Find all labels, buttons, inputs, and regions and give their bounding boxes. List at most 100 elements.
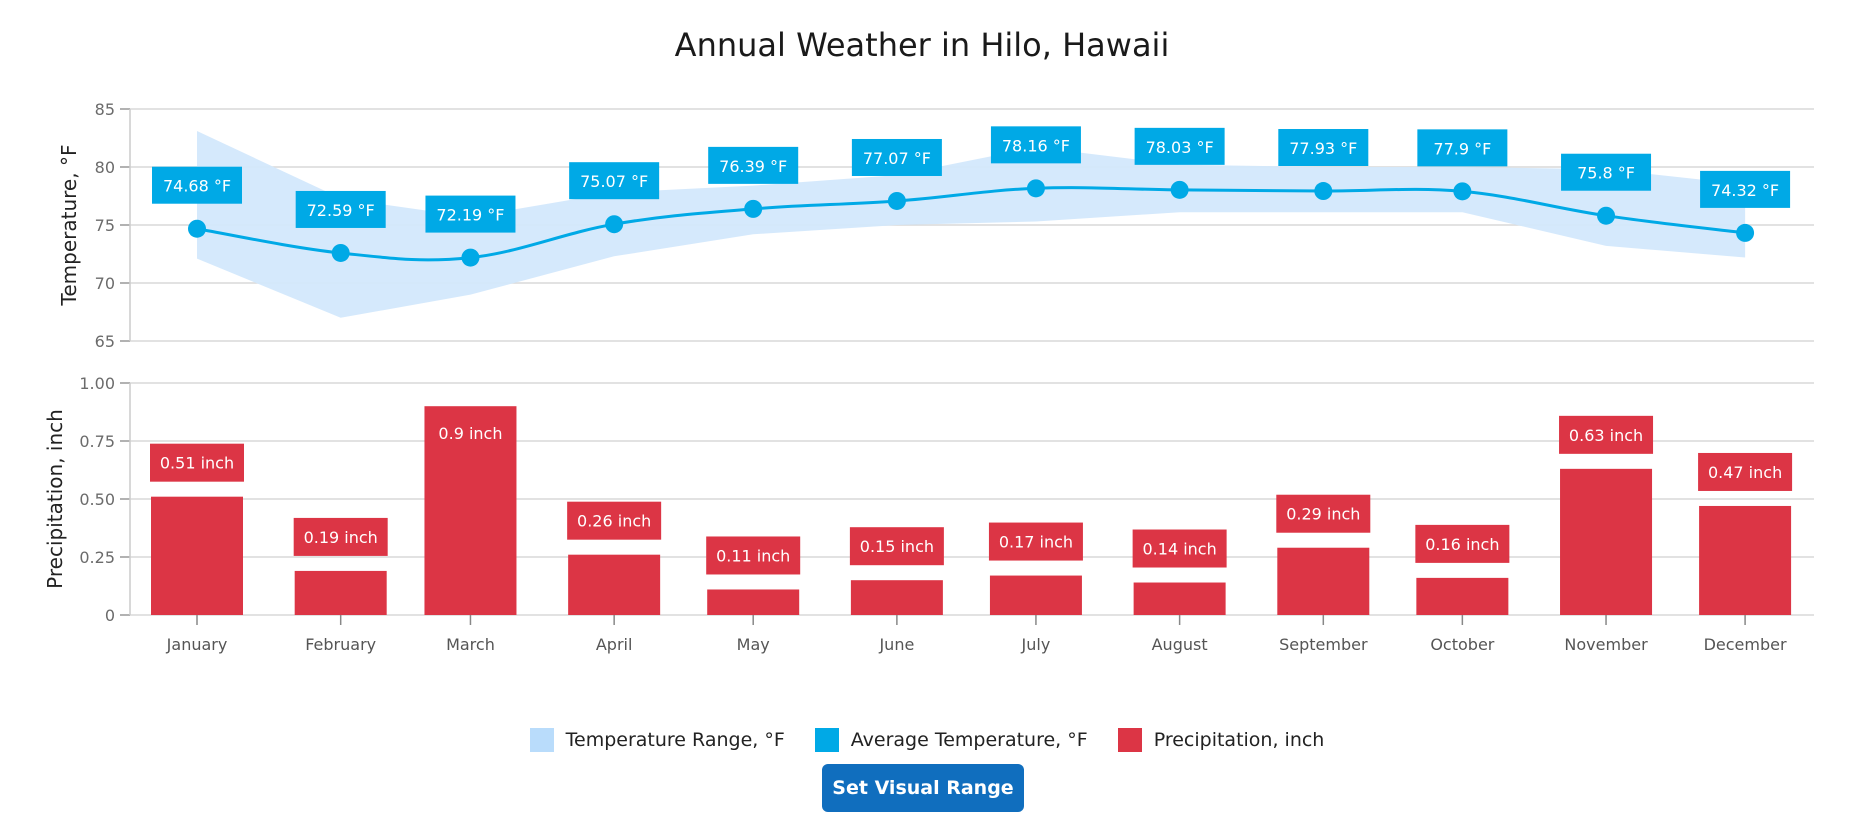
data-label-box xyxy=(1415,524,1510,563)
data-label-text: 0.14 inch xyxy=(1143,540,1217,559)
precipitation-bar xyxy=(1133,582,1226,615)
data-label-text: 0.15 inch xyxy=(860,537,934,556)
x-axis-category-label: November xyxy=(1564,635,1648,654)
data-label-text: 0.16 inch xyxy=(1425,535,1499,554)
set-visual-range-button[interactable]: Set Visual Range xyxy=(822,764,1024,812)
data-label-text: 75.8 °F xyxy=(1577,164,1635,183)
x-axis-category-label: May xyxy=(737,635,770,654)
data-label-box xyxy=(152,166,242,204)
data-label-text: 0.26 inch xyxy=(577,512,651,531)
average-temperature-point xyxy=(744,199,763,218)
average-temperature-point xyxy=(1314,182,1333,201)
precipitation-bar xyxy=(707,589,800,615)
average-temperature-data-label: 74.68 °F xyxy=(152,166,242,204)
precipitation-bar xyxy=(850,580,943,615)
data-label-box xyxy=(1700,170,1791,208)
average-temperature-data-label: 72.59 °F xyxy=(295,190,386,228)
precipitation-data-label: 0.16 inch xyxy=(1415,524,1510,563)
precipitation-data-label: 0.29 inch xyxy=(1276,494,1371,533)
average-temperature-point xyxy=(605,215,624,234)
data-label-text: 0.19 inch xyxy=(304,528,378,547)
precipitation-bar xyxy=(1560,468,1653,615)
precipitation-tick-label: 0.50 xyxy=(79,490,115,509)
legend-label: Temperature Range, °F xyxy=(565,729,785,751)
average-temperature-point xyxy=(331,243,350,262)
precipitation-data-label: 0.11 inch xyxy=(706,536,801,575)
precipitation-bar xyxy=(1416,577,1509,615)
temperature-tick-label: 70 xyxy=(95,274,115,293)
average-temperature-point xyxy=(188,219,206,238)
x-axis-category-label: July xyxy=(1021,635,1051,654)
data-label-box xyxy=(1559,415,1654,454)
x-axis-category-label: September xyxy=(1279,635,1368,654)
average-temperature-point xyxy=(1453,182,1472,201)
x-axis-category-label: December xyxy=(1704,635,1787,654)
average-temperature-point xyxy=(1026,179,1045,198)
data-label-box xyxy=(1276,494,1371,533)
precipitation-bar xyxy=(1277,547,1370,615)
data-label-text: 74.32 °F xyxy=(1711,181,1779,200)
average-temperature-point xyxy=(1597,206,1616,225)
data-label-text: 77.07 °F xyxy=(863,149,931,168)
precipitation-tick-label: 1.00 xyxy=(79,374,115,393)
data-label-box xyxy=(1132,529,1227,568)
precipitation-axis-title: Precipitation, inch xyxy=(43,409,67,589)
precipitation-data-label: 0.51 inch xyxy=(150,443,244,482)
data-label-box xyxy=(1561,153,1652,191)
data-label-text: 0.47 inch xyxy=(1708,463,1782,482)
precipitation-pane: 0 0.25 0.50 0.75 1.00 0.51 inch 0.19 inch 0.9 i… xyxy=(79,374,1814,654)
temperature-tick-label: 65 xyxy=(95,332,115,351)
data-label-text: 0.29 inch xyxy=(1286,505,1360,524)
legend-item-average-temperature[interactable]: Average Temperature, °F xyxy=(814,728,1088,752)
average-temperature-data-label: 77.93 °F xyxy=(1278,129,1369,167)
data-label-box xyxy=(295,190,386,228)
legend: Temperature Range, °F Average Temperatur… xyxy=(0,728,1854,752)
data-label-text: 0.11 inch xyxy=(716,546,790,565)
legend-marker-precipitation xyxy=(1117,728,1142,752)
data-label-box xyxy=(851,138,942,176)
average-temperature-data-label: 78.03 °F xyxy=(1134,127,1225,165)
average-temperature-data-label: 76.39 °F xyxy=(708,146,799,184)
x-axis-category-label: April xyxy=(596,635,633,654)
precipitation-data-label: 0.47 inch xyxy=(1698,452,1793,491)
data-label-box xyxy=(1134,127,1225,165)
x-axis-category-label: January xyxy=(166,635,228,654)
average-temperature-data-label: 75.07 °F xyxy=(569,162,660,200)
average-temperature-line xyxy=(196,186,1746,262)
data-label-box xyxy=(150,443,244,482)
precipitation-bar xyxy=(151,496,243,615)
x-axis-category-label: February xyxy=(305,635,376,654)
data-label-box xyxy=(293,517,388,556)
data-label-text: 0.51 inch xyxy=(160,454,234,473)
temperature-axis-title: Temperature, °F xyxy=(57,145,81,307)
data-label-text: 78.16 °F xyxy=(1002,136,1070,155)
precipitation-data-label: 0.15 inch xyxy=(849,527,944,566)
precipitation-tick-label: 0.25 xyxy=(79,548,115,567)
data-label-box xyxy=(569,162,660,200)
average-temperature-point xyxy=(1736,223,1755,242)
data-label-text: 0.17 inch xyxy=(999,533,1073,552)
x-axis-category-label: August xyxy=(1152,635,1208,654)
average-temperature-data-label: 77.07 °F xyxy=(851,138,942,176)
legend-label: Average Temperature, °F xyxy=(850,729,1088,751)
precipitation-bar xyxy=(568,554,661,615)
average-temperature-data-label: 77.9 °F xyxy=(1417,129,1508,167)
average-temperature-data-label: 78.16 °F xyxy=(990,126,1081,164)
precipitation-data-label: 0.14 inch xyxy=(1132,529,1227,568)
data-label-text: 0.9 inch xyxy=(438,424,502,443)
precipitation-bar xyxy=(294,570,387,615)
x-axis-category-label: October xyxy=(1430,635,1494,654)
legend-item-precipitation[interactable]: Precipitation, inch xyxy=(1117,728,1324,752)
precipitation-data-label: 0.26 inch xyxy=(567,501,662,540)
data-label-text: 77.9 °F xyxy=(1433,139,1491,158)
data-label-box xyxy=(425,195,516,233)
legend-item-temperature-range[interactable]: Temperature Range, °F xyxy=(529,728,785,752)
x-axis-category-label: March xyxy=(446,635,495,654)
temperature-pane: 65 70 75 80 85 74.68 °F 72.59 °F 72.19 °F 75.07 … xyxy=(95,100,1814,351)
temperature-tick-label: 75 xyxy=(95,216,115,235)
data-label-text: 75.07 °F xyxy=(580,172,648,191)
data-label-text: 77.93 °F xyxy=(1289,139,1357,158)
data-label-box xyxy=(567,501,662,540)
data-label-box xyxy=(1698,452,1793,491)
